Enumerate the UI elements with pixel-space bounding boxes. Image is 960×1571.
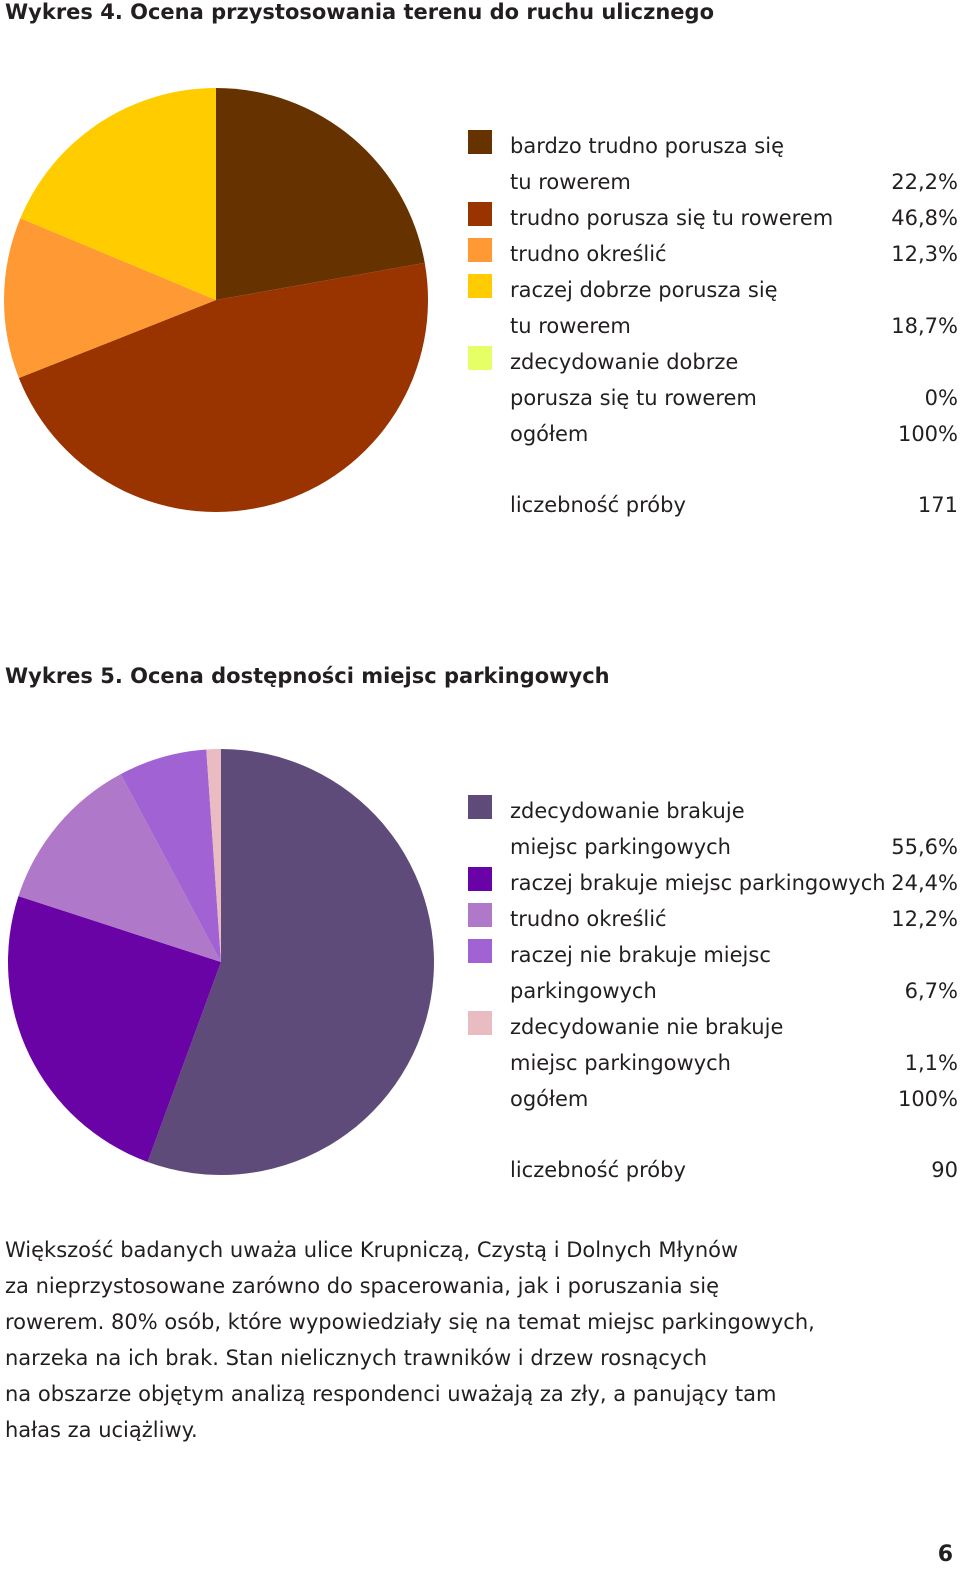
chart-1-legend-item: raczej dobrze porusza się tu rowerem 18,7% — [468, 272, 958, 344]
chart-1-legend-label: tu rowerem — [510, 314, 631, 338]
chart-2-legend-value: 6,7% — [904, 979, 958, 1003]
chart-1-legend-value: 18,7% — [891, 314, 958, 338]
chart-1-legend-label: tu rowerem — [510, 170, 631, 194]
chart-1-legend-value: 0% — [924, 386, 958, 410]
chart-2-sample-row: liczebność próby 90 — [468, 1117, 958, 1188]
chart-2-legend-label: raczej brakuje miejsc parkingowych — [510, 871, 886, 895]
chart-2-legend-label: miejsc parkingowych — [510, 1051, 731, 1075]
chart-1-legend-item: trudno określić 12,3% — [468, 236, 958, 272]
chart-2-total-row-label: ogółem — [510, 1087, 589, 1111]
chart-2-legend-swatch — [468, 795, 492, 819]
chart-1-pie — [4, 88, 428, 512]
chart-2-title: Wykres 5. Ocena dostępności miejsc parki… — [5, 664, 610, 688]
chart-1-title: Wykres 4. Ocena przystosowania terenu do… — [5, 0, 714, 24]
chart-1-legend-label: raczej dobrze porusza się — [510, 278, 778, 302]
paragraph-line: rowerem. 80% osób, które wypowiedziały s… — [5, 1310, 815, 1334]
chart-2-slice-0 — [147, 749, 434, 1175]
chart-2-pie — [7, 749, 434, 1175]
chart-2-legend-label: zdecydowanie nie brakuje — [510, 1015, 784, 1039]
chart-1-legend-value: 22,2% — [891, 170, 958, 194]
chart-2-legend-value: 1,1% — [904, 1051, 958, 1075]
chart-2-legend-value: 24,4% — [891, 871, 958, 895]
chart-2-sample-row-value: 90 — [931, 1158, 958, 1182]
chart-1-legend-value: 12,3% — [891, 242, 958, 266]
chart-1-sample-row-label: liczebność próby — [510, 493, 686, 517]
chart-1-legend: bardzo trudno porusza się tu rowerem 22,2%… — [468, 128, 958, 523]
chart-2-total-row: ogółem 100% — [468, 1081, 958, 1117]
chart-1-legend-value: 46,8% — [891, 206, 958, 230]
chart-2-slice-1 — [7, 896, 222, 1162]
chart-2-legend-label: parkingowych — [510, 979, 657, 1003]
paragraph-line: za nieprzystosowane zarówno do spacerowa… — [5, 1274, 719, 1298]
chart-2-legend-swatch — [468, 903, 492, 927]
chart-2-slice-2 — [18, 774, 222, 962]
chart-2-legend-label: raczej nie brakuje miejsc — [510, 943, 771, 967]
chart-2-legend-label: trudno określić — [510, 907, 667, 931]
chart-1-legend-swatch — [468, 130, 492, 154]
paragraph-line: hałas za uciążliwy. — [5, 1418, 198, 1442]
chart-1-sample-row: liczebność próby 171 — [468, 452, 958, 523]
chart-1-slice-3 — [20, 88, 216, 300]
chart-1-legend-label: porusza się tu rowerem — [510, 386, 757, 410]
chart-1-slice-0 — [216, 88, 425, 300]
chart-2-legend-item: raczej brakuje miejsc parkingowych 24,4% — [468, 865, 958, 901]
paragraph-line: na obszarze objętym analizą respondenci … — [5, 1382, 777, 1406]
chart-2-legend-item: zdecydowanie nie brakuje miejsc parkingow… — [468, 1009, 958, 1081]
chart-2-legend-value: 55,6% — [891, 835, 958, 859]
body-paragraph: Większość badanych uważa ulice Krupniczą… — [5, 1232, 945, 1448]
paragraph-line: narzeka na ich brak. Stan nielicznych tr… — [5, 1346, 708, 1370]
chart-1-legend-label: zdecydowanie dobrze — [510, 350, 739, 374]
chart-1-total-row: ogółem 100% — [468, 416, 958, 452]
chart-1-total-row-value: 100% — [897, 422, 958, 446]
chart-2-legend-item: zdecydowanie brakuje miejsc parkingowych 5… — [468, 793, 958, 865]
chart-2-legend-label: miejsc parkingowych — [510, 835, 731, 859]
chart-2-legend-item: raczej nie brakuje miejsc parkingowych 6,7… — [468, 937, 958, 1009]
chart-1-slice-2 — [4, 218, 216, 379]
chart-2-legend-label: zdecydowanie brakuje — [510, 799, 745, 823]
chart-1-slice-1 — [18, 262, 428, 512]
chart-1-legend-item: trudno porusza się tu rowerem 46,8% — [468, 200, 958, 236]
chart-2-legend: zdecydowanie brakuje miejsc parkingowych 5… — [468, 793, 958, 1188]
chart-2-legend-swatch — [468, 1011, 492, 1035]
chart-1-legend-swatch — [468, 274, 492, 298]
chart-1-legend-swatch — [468, 202, 492, 226]
chart-1-total-row-label: ogółem — [510, 422, 589, 446]
chart-1-legend-swatch — [468, 346, 492, 370]
chart-2-total-row-value: 100% — [897, 1087, 958, 1111]
chart-1-legend-item: bardzo trudno porusza się tu rowerem 22,2% — [468, 128, 958, 200]
chart-1-legend-item: zdecydowanie dobrze porusza się tu rowere… — [468, 344, 958, 416]
page-number: 6 — [937, 1542, 953, 1567]
chart-2-legend-swatch — [468, 867, 492, 891]
chart-1-legend-label: trudno określić — [510, 242, 667, 266]
chart-1-legend-label: trudno porusza się tu rowerem — [510, 206, 834, 230]
chart-2-legend-value: 12,2% — [891, 907, 958, 931]
chart-1-legend-swatch — [468, 238, 492, 262]
chart-1-legend-label: bardzo trudno porusza się — [510, 134, 785, 158]
chart-2-slice-3 — [120, 749, 221, 962]
paragraph-line: Większość badanych uważa ulice Krupniczą… — [5, 1238, 739, 1262]
chart-2-legend-item: trudno określić 12,2% — [468, 901, 958, 937]
chart-2-slice-4 — [206, 749, 221, 962]
chart-2-legend-swatch — [468, 939, 492, 963]
chart-1-sample-row-value: 171 — [917, 493, 958, 517]
chart-2-sample-row-label: liczebność próby — [510, 1158, 686, 1182]
